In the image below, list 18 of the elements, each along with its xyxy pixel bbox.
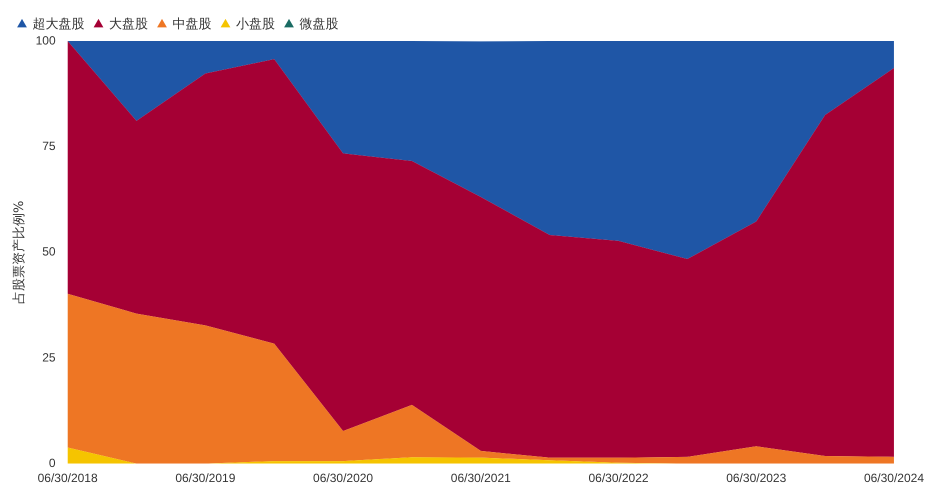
x-tick-label: 06/30/2018 <box>38 471 98 486</box>
legend-label: 微盘股 <box>300 16 338 32</box>
y-axis-title: 占股票资产比例% <box>12 200 28 304</box>
legend-label: 大盘股 <box>109 16 148 32</box>
y-tick-label: 100 <box>36 33 56 48</box>
x-tick-label: 06/30/2022 <box>588 471 649 486</box>
legend-label: 中盘股 <box>172 16 212 32</box>
x-tick-label: 06/30/2021 <box>450 471 512 486</box>
y-tick-label: 0 <box>48 456 56 470</box>
y-tick-label: 50 <box>42 244 56 259</box>
x-tick-label: 06/30/2023 <box>726 471 787 486</box>
x-tick-label: 06/30/2024 <box>864 471 924 486</box>
y-tick-label: 75 <box>42 138 56 153</box>
y-tick-label: 25 <box>42 350 56 364</box>
x-tick-label: 06/30/2020 <box>313 471 374 486</box>
legend-label: 超大盘股 <box>32 16 84 32</box>
legend-label: 小盘股 <box>236 16 275 32</box>
x-tick-label: 06/30/2019 <box>175 471 236 486</box>
